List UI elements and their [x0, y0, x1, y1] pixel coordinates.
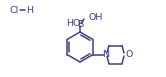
Text: B: B — [77, 19, 83, 28]
Text: Cl: Cl — [10, 5, 19, 14]
Text: O: O — [126, 50, 133, 59]
Text: OH: OH — [89, 13, 103, 22]
Text: N: N — [102, 50, 110, 59]
Text: H: H — [26, 5, 33, 14]
Text: HO: HO — [66, 19, 80, 28]
